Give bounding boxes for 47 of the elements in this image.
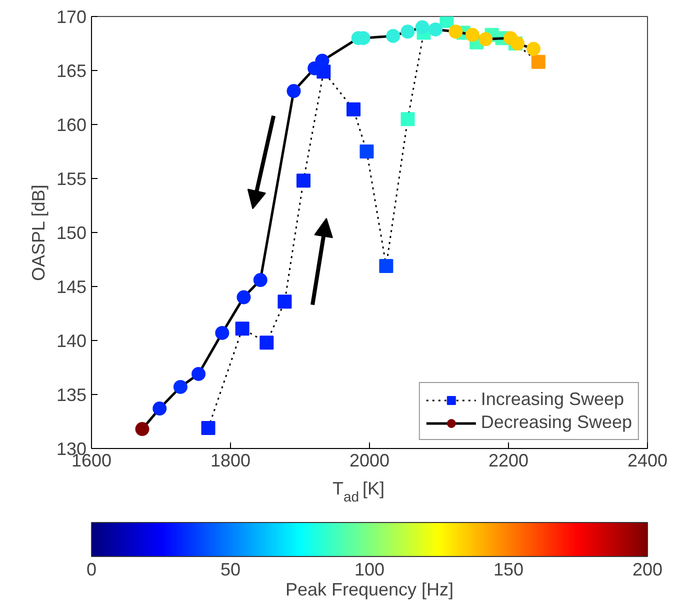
legend-label: Decreasing Sweep — [480, 412, 632, 433]
point — [296, 174, 310, 188]
x-tick-label: 1800 — [210, 450, 251, 470]
x-tick-label: 2000 — [349, 450, 390, 470]
color-bar-label: 50 — [220, 560, 241, 580]
point — [478, 32, 493, 46]
y-tick-label: 160 — [56, 115, 87, 135]
point — [379, 258, 394, 273]
point — [360, 144, 374, 158]
point — [135, 422, 150, 436]
point — [192, 366, 206, 381]
color-bar-label: 200 — [632, 560, 663, 580]
point — [465, 28, 480, 42]
point — [253, 273, 268, 288]
point — [346, 102, 361, 116]
point — [152, 402, 167, 416]
y-axis-title: OASPL [dB] — [28, 184, 48, 282]
point — [400, 112, 415, 126]
point — [236, 290, 251, 304]
point — [286, 84, 301, 98]
point — [428, 22, 443, 36]
point — [201, 420, 216, 435]
y-tick-label: 140 — [56, 331, 87, 351]
y-tick-label: 150 — [56, 223, 87, 243]
color-bar-label: 100 — [354, 560, 385, 580]
color-bar-label: 0 — [86, 560, 97, 580]
point — [415, 20, 430, 34]
y-tick-label: 165 — [56, 61, 87, 81]
point — [526, 42, 541, 56]
y-tick-label: 155 — [56, 169, 87, 189]
point — [278, 294, 292, 309]
point — [215, 326, 230, 340]
point — [260, 336, 274, 350]
x-tick-label: 2400 — [627, 450, 668, 470]
point — [235, 322, 250, 336]
y-tick-label: 170 — [56, 7, 87, 27]
point — [400, 24, 415, 39]
point — [531, 54, 546, 69]
point — [386, 28, 400, 43]
legend-label: Increasing Sweep — [480, 389, 624, 410]
color-bar-label: 150 — [493, 560, 524, 580]
y-tick-label: 145 — [56, 277, 87, 297]
color-bar-title: Peak Frequency [Hz] — [285, 580, 454, 600]
x-tick-label: 2200 — [488, 450, 529, 470]
point — [173, 380, 188, 394]
y-tick-label: 135 — [56, 385, 87, 405]
point — [448, 24, 463, 39]
